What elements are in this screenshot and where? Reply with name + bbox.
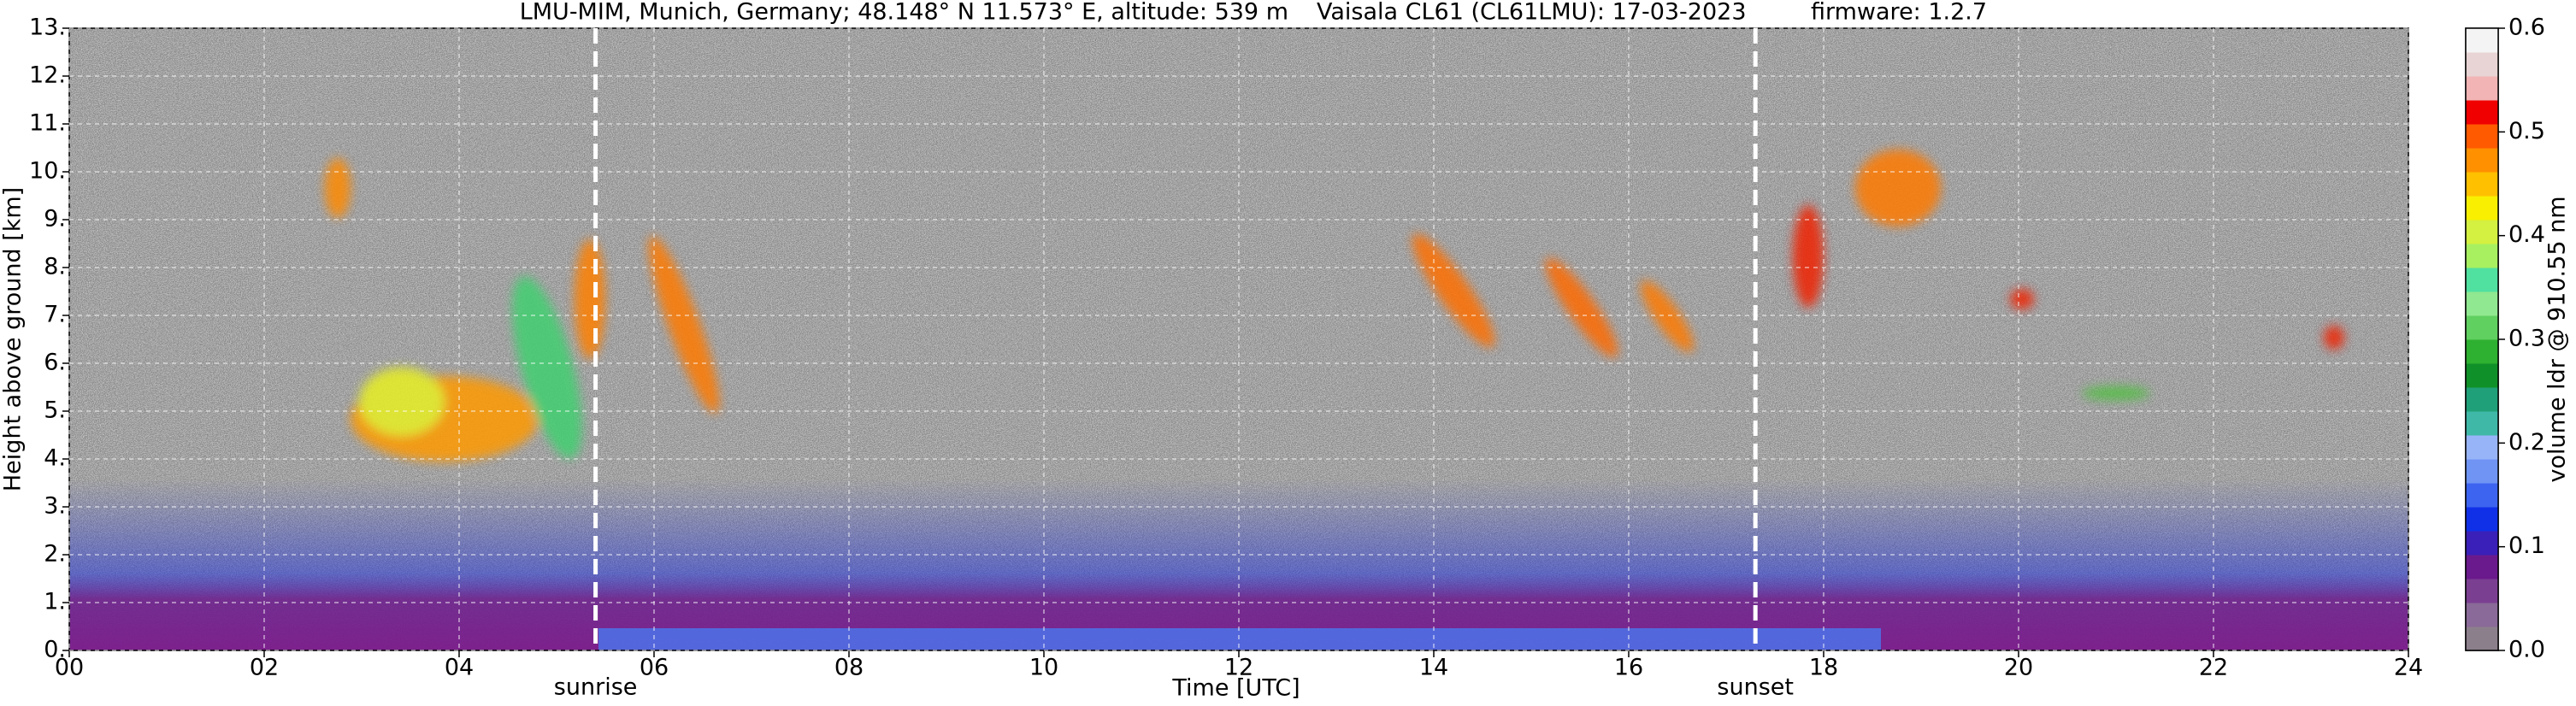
chart-title: LMU-MIM, Munich, Germany; 48.148° N 11.5… — [520, 0, 1288, 26]
colorbar-swatch — [2466, 76, 2498, 101]
y-tick-label: 3. — [44, 493, 66, 520]
x-tick-label: 02 — [250, 655, 279, 681]
y-tick-label: 10. — [29, 158, 66, 185]
colorbar-swatch — [2466, 627, 2498, 651]
y-tick-label: 1. — [44, 589, 66, 615]
colorbar-swatch — [2466, 172, 2498, 197]
y-tick-label: 12. — [29, 62, 66, 89]
x-tick-label: 08 — [834, 655, 864, 681]
x-tick-label: 06 — [640, 655, 669, 681]
x-tick-label: 12 — [1224, 655, 1253, 681]
colorbar-swatch — [2466, 268, 2498, 292]
y-tick-label: 4. — [44, 445, 66, 472]
colorbar-swatch — [2466, 435, 2498, 460]
y-tick-label: 13. — [29, 15, 66, 41]
x-tick-label: 16 — [1614, 655, 1643, 681]
x-tick-label: 14 — [1419, 655, 1448, 681]
x-tick-label: 20 — [2004, 655, 2033, 681]
y-tick-label: 7. — [44, 302, 66, 328]
colorbar-swatch — [2466, 28, 2498, 53]
chart-title: firmware: 1.2.7 — [1811, 0, 1987, 26]
colorbar-swatch — [2466, 555, 2498, 580]
y-tick-label: 8. — [44, 254, 66, 280]
colorbar-swatch — [2466, 483, 2498, 508]
colorbar-tick-label: 0.0 — [2508, 637, 2545, 663]
x-tick-label: 22 — [2199, 655, 2228, 681]
chart-title: Vaisala CL61 (CL61LMU): 17-03-2023 — [1317, 0, 1747, 26]
colorbar-frame — [2465, 27, 2499, 651]
y-tick-label: 5. — [44, 397, 66, 424]
colorbar-swatch — [2466, 148, 2498, 173]
y-tick-label: 6. — [44, 350, 66, 376]
colorbar-swatch — [2466, 579, 2498, 603]
colorbar-swatch — [2466, 507, 2498, 532]
colorbar-swatch — [2466, 459, 2498, 484]
colorbar-tick-label: 0.4 — [2508, 221, 2545, 248]
y-axis-label: Height above ground [km] — [0, 187, 27, 491]
colorbar-tick-label: 0.2 — [2508, 429, 2545, 456]
colorbar-swatch — [2466, 531, 2498, 556]
colorbar-tick-label: 0.6 — [2508, 15, 2545, 41]
colorbar-label: volume ldr @ 910.55 nm — [2544, 197, 2571, 483]
surface-layer — [598, 628, 1881, 650]
colorbar-swatch — [2466, 244, 2498, 268]
boundary-layer — [69, 479, 2408, 650]
annotation-label: sunrise — [554, 674, 638, 701]
colorbar-swatch — [2466, 291, 2498, 316]
y-tick-label: 11. — [29, 110, 66, 137]
colorbar-tick-label: 0.1 — [2508, 532, 2545, 559]
colorbar-tick-label: 0.3 — [2508, 326, 2545, 352]
x-axis-label: Time [UTC] — [1171, 675, 1300, 702]
x-tick-label: 04 — [445, 655, 474, 681]
colorbar-swatch — [2466, 363, 2498, 388]
x-tick-label: 10 — [1029, 655, 1058, 681]
colorbar-tick-label: 0.5 — [2508, 118, 2545, 144]
y-tick-label: 0. — [44, 637, 66, 663]
x-tick-label: 24 — [2394, 655, 2423, 681]
y-tick-label: 2. — [44, 541, 66, 568]
colorbar-swatch — [2466, 220, 2498, 244]
colorbar-swatch — [2466, 196, 2498, 221]
colorbar-swatch — [2466, 124, 2498, 149]
colorbar-swatch — [2466, 315, 2498, 340]
x-tick-label: 00 — [55, 655, 84, 681]
cloud-echoes — [325, 150, 2344, 462]
colorbar-swatch — [2466, 339, 2498, 364]
colorbar-swatch — [2466, 411, 2498, 436]
x-tick-label: 18 — [1809, 655, 1838, 681]
colorbar-swatch — [2466, 603, 2498, 627]
annotation-label: sunset — [1717, 674, 1794, 701]
colorbar-swatch — [2466, 387, 2498, 412]
y-tick-label: 9. — [44, 206, 66, 232]
colorbar-swatch — [2466, 100, 2498, 125]
colorbar-swatch — [2466, 52, 2498, 77]
